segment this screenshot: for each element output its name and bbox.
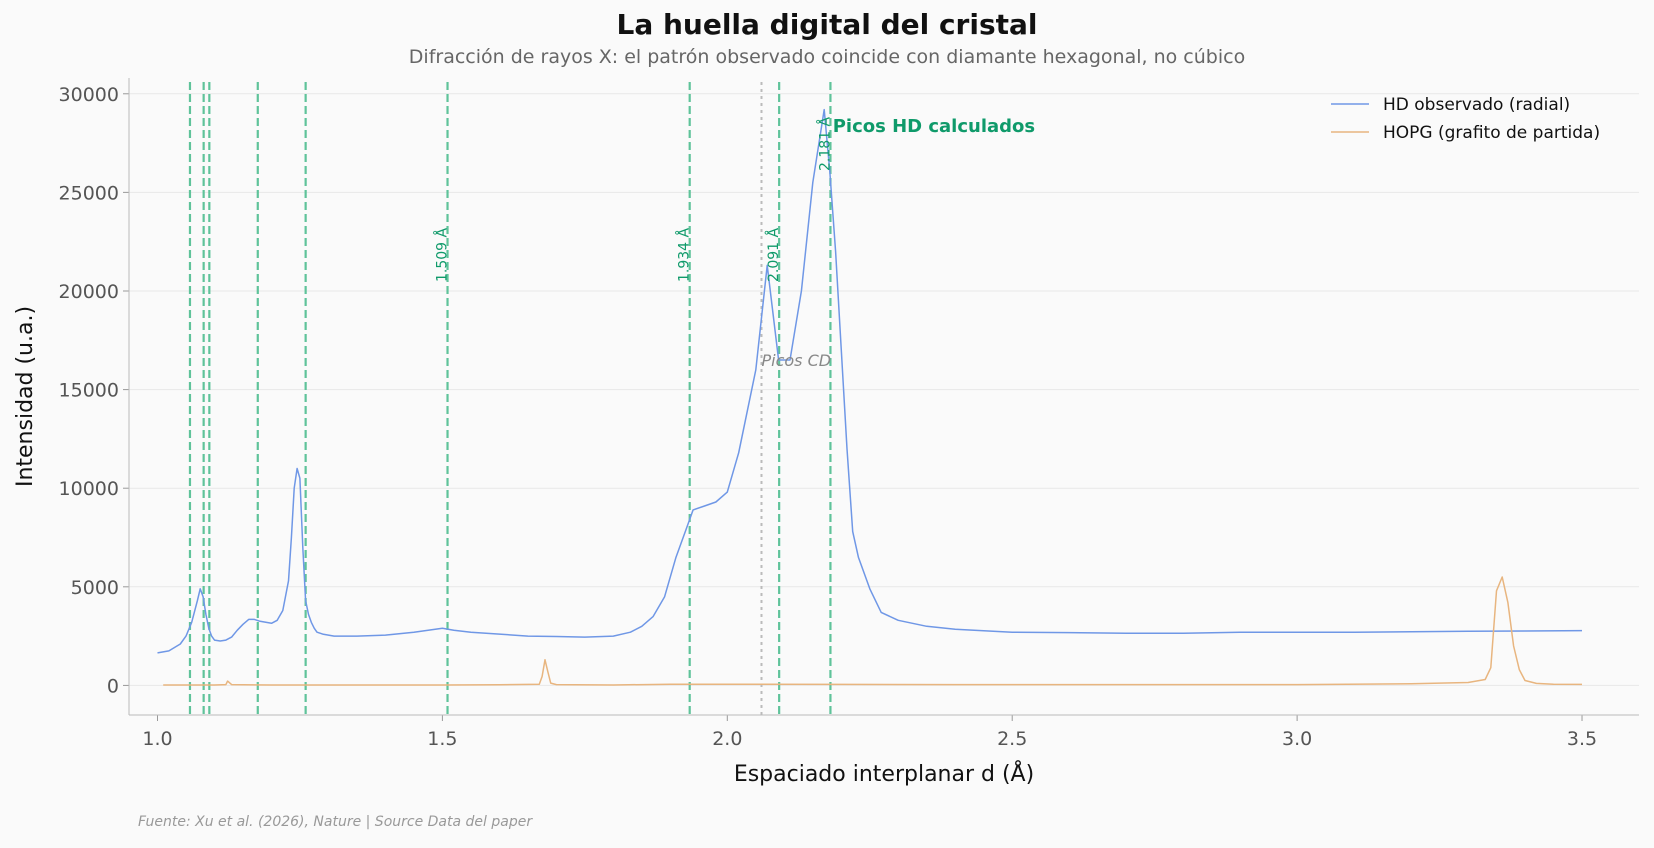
x-tick-label: 1.5 <box>427 728 457 750</box>
legend-label-1: HD observado (radial) <box>1383 95 1570 115</box>
y-tick-label: 25000 <box>59 182 119 204</box>
chart-title: La huella digital del cristal <box>616 8 1038 41</box>
axes: 0 5000 10000 15000 20000 25000 30000 1.0 1.5 2.0 2… <box>13 78 1639 787</box>
y-tick-label: 5000 <box>71 577 119 599</box>
chart-labels: 1.509 Å 1.934 Å 2.091 Å 2.181 Å Picos HD cal… <box>434 116 1036 370</box>
peak-label: 1.934 Å <box>676 227 693 282</box>
x-tick-label: 1.0 <box>142 728 172 750</box>
series-line-2 <box>163 576 1583 686</box>
legend-label-2: HOPG (grafito de partida) <box>1383 123 1600 143</box>
x-tick-label: 3.0 <box>1282 728 1312 750</box>
legend: HD observado (radial) HOPG (grafito de pa… <box>1331 95 1600 143</box>
peak-label: 1.509 Å <box>434 227 451 282</box>
reference-lines <box>188 82 832 715</box>
grid-lines <box>129 93 1639 686</box>
y-tick-label: 30000 <box>59 84 119 106</box>
x-tick-label: 2.0 <box>712 728 742 750</box>
annotation-cd-peaks: Picos CD <box>761 351 831 370</box>
peak-label: 2.181 Å <box>816 116 833 171</box>
series-line-1 <box>157 108 1583 654</box>
y-tick-label: 0 <box>107 675 119 697</box>
y-tick-label: 10000 <box>59 478 119 500</box>
peak-label: 2.091 Å <box>765 227 782 282</box>
y-tick-label: 15000 <box>59 380 119 402</box>
annotation-hd-peaks: Picos HD calculados <box>833 116 1035 137</box>
chart-subtitle: Difracción de rayos X: el patrón observa… <box>408 46 1246 68</box>
x-tick-label: 2.5 <box>997 728 1027 750</box>
y-axis-title: Intensidad (u.a.) <box>13 306 38 487</box>
x-axis-title: Espaciado interplanar d (Å) <box>734 760 1034 787</box>
y-tick-label: 20000 <box>59 281 119 303</box>
x-tick-label: 3.5 <box>1567 728 1597 750</box>
source-note: Fuente: Xu et al. (2026), Nature | Sourc… <box>138 814 533 830</box>
series-lines <box>157 108 1583 686</box>
